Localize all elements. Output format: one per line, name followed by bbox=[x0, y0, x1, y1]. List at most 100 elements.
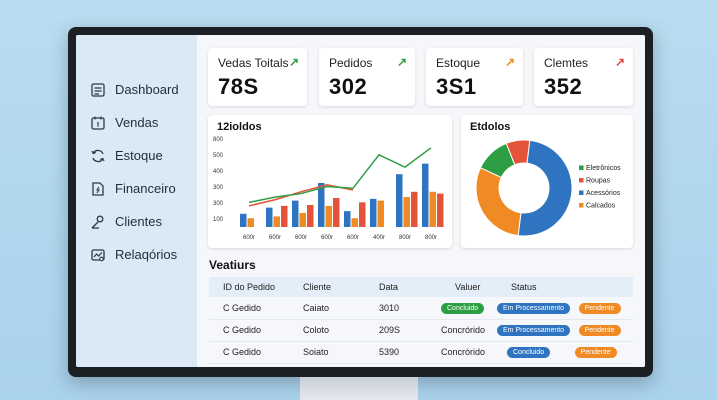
legend-swatch bbox=[579, 190, 584, 195]
x-tick-label: 600r bbox=[347, 235, 359, 241]
card-title: Etdolos bbox=[470, 121, 511, 133]
status-badge[interactable]: Em Processamento bbox=[497, 325, 571, 336]
bar-chart-card: 12ioldos 800 500 400 300 300 100 600r 600r 600r 6… bbox=[208, 115, 452, 248]
bar bbox=[266, 207, 273, 227]
bar bbox=[351, 218, 358, 227]
trend-up-icon: ↗ bbox=[504, 55, 515, 69]
order-date: 209S bbox=[365, 319, 441, 342]
kpi-label: Vedas Toitals bbox=[218, 56, 289, 70]
donut-chart: Eletrônicos Roupas Acessórios Calcados bbox=[475, 139, 621, 237]
legend-label: Calcados bbox=[586, 203, 616, 210]
status-badge[interactable]: Pendente bbox=[578, 325, 621, 336]
order-id: C Gedido bbox=[209, 341, 289, 364]
bar bbox=[333, 197, 340, 227]
monitor-stand bbox=[300, 377, 418, 400]
trend-up-icon: ↗ bbox=[396, 55, 407, 69]
x-tick-label: 800r bbox=[399, 235, 411, 241]
sidebar-item-dashboard[interactable]: Dashboard bbox=[76, 73, 197, 106]
order-date: 5390 bbox=[365, 341, 441, 364]
table-row[interactable]: C Gedido Coloto 209S Concrórido Em Proce… bbox=[209, 319, 633, 342]
trend-up-icon: ↗ bbox=[288, 55, 299, 69]
document-icon bbox=[90, 181, 106, 197]
user-icon bbox=[90, 214, 106, 230]
y-tick-label: 300 bbox=[213, 201, 224, 207]
sidebar-item-label: Financeiro bbox=[115, 181, 176, 196]
kpi-value: 352 bbox=[544, 74, 583, 99]
bar bbox=[359, 202, 366, 227]
sidebar-item-relatorios[interactable]: Relaqórios bbox=[76, 238, 197, 271]
table-row[interactable]: C Gedido Caiato 3010 Concluido Em Proces… bbox=[209, 297, 633, 320]
sidebar-item-vendas[interactable]: Vendas bbox=[76, 106, 197, 139]
kpi-value: 302 bbox=[329, 74, 368, 99]
x-tick-label: 600r bbox=[269, 235, 281, 241]
table-header-row: ID do Pedido Cliente Data Valuer Status bbox=[209, 277, 633, 297]
kpi-card-clientes[interactable]: Clemtes 352 ↗ bbox=[534, 48, 633, 106]
y-tick-label: 500 bbox=[213, 153, 224, 159]
table-title: Veatiurs bbox=[209, 258, 256, 272]
legend-label: Eletrônicos bbox=[586, 165, 621, 172]
kpi-card-pedidos[interactable]: Pedidos 302 ↗ bbox=[319, 48, 415, 106]
bar bbox=[437, 193, 444, 227]
sidebar-item-label: Relaqórios bbox=[115, 247, 178, 262]
x-tick-label: 400r bbox=[373, 235, 385, 241]
bar bbox=[370, 198, 377, 227]
bar bbox=[344, 211, 351, 227]
kpi-value: 78S bbox=[218, 74, 259, 99]
bar bbox=[307, 205, 314, 227]
legend-label: Roupas bbox=[586, 178, 611, 185]
y-tick-label: 300 bbox=[213, 185, 224, 191]
bar bbox=[377, 200, 384, 227]
trend-up-icon: ↗ bbox=[614, 55, 625, 69]
report-icon bbox=[90, 247, 106, 263]
series-line bbox=[248, 147, 432, 204]
bar bbox=[325, 205, 332, 227]
y-tick-label: 400 bbox=[213, 169, 224, 175]
column-header[interactable]: Valuer bbox=[455, 282, 481, 292]
sidebar-item-estoque[interactable]: Estoque bbox=[76, 139, 197, 172]
kpi-label: Pedidos bbox=[329, 56, 373, 70]
client-name: Soiato bbox=[289, 341, 365, 364]
sidebar-item-financeiro[interactable]: Financeiro bbox=[76, 172, 197, 205]
card-title: 12ioldos bbox=[217, 121, 262, 133]
main-content: Vedas Toitals 78S ↗ Pedidos 302 ↗ Estoqu… bbox=[197, 35, 645, 367]
bar bbox=[247, 218, 254, 227]
y-tick-label: 100 bbox=[213, 217, 224, 223]
bar bbox=[318, 183, 325, 227]
status-badge[interactable]: Pendente bbox=[578, 302, 621, 314]
legend-swatch bbox=[579, 165, 584, 170]
client-name: Caiato bbox=[289, 297, 365, 320]
x-tick-label: 800r bbox=[425, 235, 437, 241]
column-header[interactable]: ID do Pedido bbox=[223, 282, 276, 292]
bar bbox=[429, 191, 436, 227]
donut-slice bbox=[479, 142, 516, 179]
bar bbox=[403, 197, 410, 227]
screen: Dashboard Vendas Estoque Financeiro bbox=[76, 35, 645, 367]
kpi-label: Estoque bbox=[436, 56, 481, 70]
kpi-card-estoque[interactable]: Estoque 3S1 ↗ bbox=[426, 48, 523, 106]
bar bbox=[292, 200, 299, 227]
donut-chart-card: Etdolos Eletrônicos Roupas Acessórios Calca… bbox=[461, 115, 633, 248]
status-badge[interactable]: Concluido bbox=[507, 347, 551, 358]
order-id: C Gedido bbox=[209, 319, 289, 342]
column-header[interactable]: Status bbox=[511, 282, 537, 292]
status-badge[interactable]: Pendente bbox=[574, 347, 617, 358]
status-badge[interactable]: Em Processamento bbox=[497, 302, 571, 314]
sidebar-item-label: Dashboard bbox=[115, 82, 179, 97]
kpi-card-vendas[interactable]: Vedas Toitals 78S ↗ bbox=[208, 48, 307, 106]
bar bbox=[281, 205, 288, 227]
bar bbox=[422, 163, 429, 227]
order-value: Concrórido bbox=[441, 319, 497, 342]
table-row[interactable]: C Gedido Soiato 5390 Concrórido Concluid… bbox=[209, 341, 633, 364]
sidebar-item-label: Estoque bbox=[115, 148, 163, 163]
order-value: Concrórido bbox=[441, 341, 497, 364]
bar bbox=[396, 174, 403, 227]
status-badge[interactable]: Concluido bbox=[441, 302, 485, 314]
sidebar-item-clientes[interactable]: Clientes bbox=[76, 205, 197, 238]
bar bbox=[240, 213, 247, 227]
monitor-frame: Dashboard Vendas Estoque Financeiro bbox=[68, 27, 653, 377]
order-date: 3010 bbox=[365, 297, 441, 320]
column-header[interactable]: Data bbox=[379, 282, 399, 292]
column-header[interactable]: Cliente bbox=[303, 282, 332, 292]
kpi-value: 3S1 bbox=[436, 74, 477, 99]
bar bbox=[299, 212, 306, 227]
